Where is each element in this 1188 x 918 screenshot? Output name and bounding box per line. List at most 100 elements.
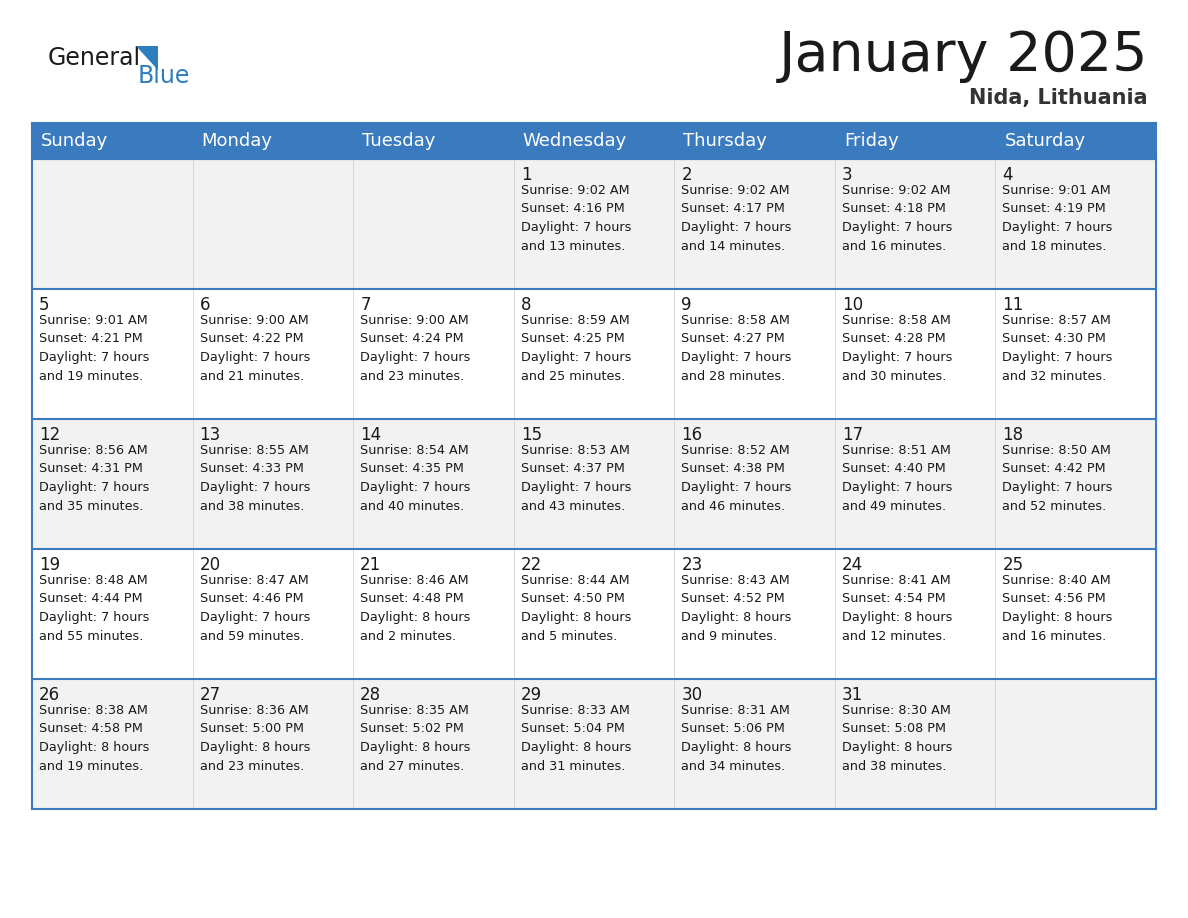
Text: and 28 minutes.: and 28 minutes. <box>681 370 785 383</box>
Text: and 16 minutes.: and 16 minutes. <box>1003 630 1107 643</box>
Text: Daylight: 7 hours: Daylight: 7 hours <box>360 481 470 494</box>
Text: Sunrise: 8:40 AM: Sunrise: 8:40 AM <box>1003 574 1111 587</box>
Bar <box>353 289 513 419</box>
Bar <box>32 679 192 809</box>
Bar <box>675 419 835 549</box>
Text: Daylight: 7 hours: Daylight: 7 hours <box>842 481 953 494</box>
Text: Sunset: 4:40 PM: Sunset: 4:40 PM <box>842 463 946 476</box>
Text: and 19 minutes.: and 19 minutes. <box>39 370 144 383</box>
Text: 11: 11 <box>1003 296 1024 314</box>
Text: and 23 minutes.: and 23 minutes. <box>200 759 304 773</box>
Text: Sunrise: 8:47 AM: Sunrise: 8:47 AM <box>200 574 309 587</box>
Text: Daylight: 7 hours: Daylight: 7 hours <box>842 221 953 234</box>
Text: General: General <box>48 46 141 70</box>
Text: Sunrise: 8:46 AM: Sunrise: 8:46 AM <box>360 574 469 587</box>
Bar <box>835 549 996 679</box>
Text: and 43 minutes.: and 43 minutes. <box>520 499 625 512</box>
Text: Sunset: 4:44 PM: Sunset: 4:44 PM <box>39 592 143 606</box>
Bar <box>513 679 675 809</box>
Text: Sunset: 4:56 PM: Sunset: 4:56 PM <box>1003 592 1106 606</box>
Text: Daylight: 8 hours: Daylight: 8 hours <box>360 741 470 754</box>
Text: Daylight: 7 hours: Daylight: 7 hours <box>39 481 150 494</box>
Bar <box>835 159 996 289</box>
Text: and 14 minutes.: and 14 minutes. <box>681 240 785 252</box>
Text: Sunrise: 9:02 AM: Sunrise: 9:02 AM <box>842 184 950 197</box>
Text: and 25 minutes.: and 25 minutes. <box>520 370 625 383</box>
Text: and 49 minutes.: and 49 minutes. <box>842 499 946 512</box>
Text: 19: 19 <box>39 556 61 574</box>
Text: Sunrise: 8:55 AM: Sunrise: 8:55 AM <box>200 444 309 457</box>
Text: Sunrise: 9:00 AM: Sunrise: 9:00 AM <box>360 314 469 327</box>
Text: Sunrise: 8:57 AM: Sunrise: 8:57 AM <box>1003 314 1111 327</box>
Text: Sunrise: 8:58 AM: Sunrise: 8:58 AM <box>681 314 790 327</box>
Text: 26: 26 <box>39 686 61 704</box>
Text: 6: 6 <box>200 296 210 314</box>
Text: Sunset: 4:24 PM: Sunset: 4:24 PM <box>360 332 463 345</box>
Bar <box>513 123 675 159</box>
Text: Sunset: 4:19 PM: Sunset: 4:19 PM <box>1003 203 1106 216</box>
Text: Tuesday: Tuesday <box>362 132 436 150</box>
Text: Nida, Lithuania: Nida, Lithuania <box>969 88 1148 108</box>
Bar <box>996 419 1156 549</box>
Text: Sunset: 4:21 PM: Sunset: 4:21 PM <box>39 332 143 345</box>
Text: Friday: Friday <box>843 132 898 150</box>
Text: Daylight: 7 hours: Daylight: 7 hours <box>681 351 791 364</box>
Bar <box>353 549 513 679</box>
Text: Sunset: 4:54 PM: Sunset: 4:54 PM <box>842 592 946 606</box>
Text: 30: 30 <box>681 686 702 704</box>
Bar <box>675 123 835 159</box>
Text: Sunrise: 8:53 AM: Sunrise: 8:53 AM <box>520 444 630 457</box>
Text: 13: 13 <box>200 426 221 444</box>
Text: Sunrise: 8:59 AM: Sunrise: 8:59 AM <box>520 314 630 327</box>
Text: Daylight: 7 hours: Daylight: 7 hours <box>520 481 631 494</box>
Text: and 18 minutes.: and 18 minutes. <box>1003 240 1107 252</box>
Text: 2: 2 <box>681 166 691 184</box>
Text: and 23 minutes.: and 23 minutes. <box>360 370 465 383</box>
Text: Daylight: 8 hours: Daylight: 8 hours <box>681 611 791 624</box>
Text: Daylight: 7 hours: Daylight: 7 hours <box>200 481 310 494</box>
Text: Daylight: 7 hours: Daylight: 7 hours <box>681 221 791 234</box>
Text: 4: 4 <box>1003 166 1013 184</box>
Text: Sunset: 4:42 PM: Sunset: 4:42 PM <box>1003 463 1106 476</box>
Text: Daylight: 7 hours: Daylight: 7 hours <box>200 351 310 364</box>
Bar <box>675 159 835 289</box>
Bar <box>996 123 1156 159</box>
Text: and 27 minutes.: and 27 minutes. <box>360 759 465 773</box>
Text: and 32 minutes.: and 32 minutes. <box>1003 370 1107 383</box>
Text: Sunday: Sunday <box>42 132 108 150</box>
Text: and 55 minutes.: and 55 minutes. <box>39 630 144 643</box>
Bar <box>513 549 675 679</box>
Text: Sunrise: 8:52 AM: Sunrise: 8:52 AM <box>681 444 790 457</box>
Text: and 5 minutes.: and 5 minutes. <box>520 630 617 643</box>
Text: and 40 minutes.: and 40 minutes. <box>360 499 465 512</box>
Text: 16: 16 <box>681 426 702 444</box>
Text: 29: 29 <box>520 686 542 704</box>
Text: and 38 minutes.: and 38 minutes. <box>842 759 946 773</box>
Bar <box>513 419 675 549</box>
Bar <box>675 289 835 419</box>
Text: Sunrise: 8:33 AM: Sunrise: 8:33 AM <box>520 704 630 717</box>
Text: and 31 minutes.: and 31 minutes. <box>520 759 625 773</box>
Bar <box>353 159 513 289</box>
Text: 12: 12 <box>39 426 61 444</box>
Text: Sunset: 4:33 PM: Sunset: 4:33 PM <box>200 463 303 476</box>
Text: 5: 5 <box>39 296 50 314</box>
Text: Daylight: 7 hours: Daylight: 7 hours <box>1003 481 1113 494</box>
Bar <box>996 679 1156 809</box>
Bar <box>835 419 996 549</box>
Text: Blue: Blue <box>138 64 190 88</box>
Text: Sunset: 4:48 PM: Sunset: 4:48 PM <box>360 592 463 606</box>
Text: and 12 minutes.: and 12 minutes. <box>842 630 946 643</box>
Text: and 16 minutes.: and 16 minutes. <box>842 240 946 252</box>
Text: Daylight: 8 hours: Daylight: 8 hours <box>842 611 953 624</box>
Text: Sunrise: 8:58 AM: Sunrise: 8:58 AM <box>842 314 950 327</box>
Text: 9: 9 <box>681 296 691 314</box>
Text: Sunset: 4:18 PM: Sunset: 4:18 PM <box>842 203 946 216</box>
Bar <box>32 549 192 679</box>
Bar <box>192 419 353 549</box>
Bar <box>835 123 996 159</box>
Text: January 2025: January 2025 <box>778 29 1148 83</box>
Bar <box>996 289 1156 419</box>
Text: Sunrise: 9:02 AM: Sunrise: 9:02 AM <box>681 184 790 197</box>
Text: Sunset: 4:50 PM: Sunset: 4:50 PM <box>520 592 625 606</box>
